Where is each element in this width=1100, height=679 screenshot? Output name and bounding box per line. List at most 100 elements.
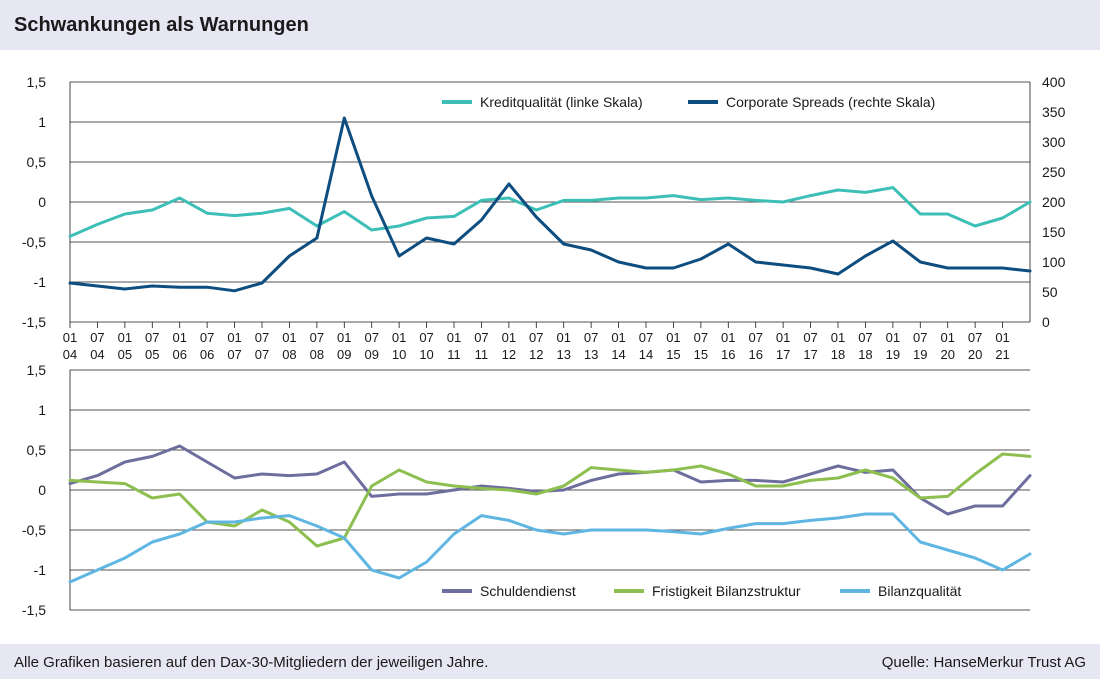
- x-tick-label-month: 01: [227, 330, 241, 345]
- x-tick-label-year: 20: [940, 347, 954, 362]
- x-tick-label-year: 05: [145, 347, 159, 362]
- y-tick-label: -0,5: [22, 522, 46, 538]
- x-tick-label-year: 10: [392, 347, 406, 362]
- series-line-1: [68, 444, 1032, 516]
- x-tick-label-year: 04: [63, 347, 77, 362]
- x-tick-label-month: 07: [694, 330, 708, 345]
- y-tick-label-right: 0: [1042, 314, 1050, 330]
- y-tick-label-right: 300: [1042, 134, 1066, 150]
- x-tick-label-year: 16: [748, 347, 762, 362]
- footer-bar: Alle Grafiken basieren auf den Dax-30-Mi…: [0, 644, 1100, 679]
- bottom-chart: -1,5 -1 -0,5 0 0,5 1 1,5 Schuldendienst Fristigk…: [22, 362, 1032, 618]
- x-tick-label-year: 15: [666, 347, 680, 362]
- x-tick-label-year: 14: [611, 347, 625, 362]
- y-tick-label: 0,5: [27, 154, 47, 170]
- x-tick-label-year: 08: [282, 347, 296, 362]
- x-tick-label-month: 01: [556, 330, 570, 345]
- x-tick-label-year: 08: [310, 347, 324, 362]
- x-tick-label-month: 07: [419, 330, 433, 345]
- series-line-2: [68, 452, 1032, 548]
- x-tick-label-month: 01: [118, 330, 132, 345]
- series-line-1: [68, 186, 1032, 238]
- x-tick-label-month: 01: [63, 330, 77, 345]
- x-tick-label-year: 09: [364, 347, 378, 362]
- x-tick-label-year: 14: [639, 347, 653, 362]
- legend-label: Schuldendienst: [480, 583, 576, 599]
- x-tick-label-year: 05: [118, 347, 132, 362]
- x-tick-label-month: 01: [447, 330, 461, 345]
- x-tick-label-month: 07: [255, 330, 269, 345]
- y-tick-label: 1,5: [27, 362, 47, 378]
- x-tick-label-month: 01: [995, 330, 1009, 345]
- x-tick-label-month: 01: [886, 330, 900, 345]
- y-tick-label: -1: [34, 562, 47, 578]
- legend-label: Bilanzqualität: [878, 583, 961, 599]
- x-tick-label-year: 19: [913, 347, 927, 362]
- x-tick-label-year: 06: [200, 347, 214, 362]
- x-tick-label-year: 18: [831, 347, 845, 362]
- y-tick-label-right: 200: [1042, 194, 1066, 210]
- x-tick-label-month: 07: [90, 330, 104, 345]
- x-tick-label-year: 12: [502, 347, 516, 362]
- x-tick-label-month: 01: [337, 330, 351, 345]
- y-tick-label-right: 250: [1042, 164, 1066, 180]
- x-tick-label-year: 12: [529, 347, 543, 362]
- y-tick-label-right: 150: [1042, 224, 1066, 240]
- x-tick-label-year: 11: [447, 347, 461, 362]
- x-tick-label-month: 07: [474, 330, 488, 345]
- x-tick-label-year: 21: [995, 347, 1009, 362]
- x-tick-label-month: 07: [803, 330, 817, 345]
- y-tick-label-right: 400: [1042, 74, 1066, 90]
- x-tick-label-month: 01: [172, 330, 186, 345]
- y-tick-label: -1: [34, 274, 47, 290]
- x-tick-label-month: 07: [858, 330, 872, 345]
- x-tick-label-year: 13: [584, 347, 598, 362]
- x-tick-label-month: 07: [639, 330, 653, 345]
- x-tick-label-year: 04: [90, 347, 104, 362]
- x-tick-label-year: 11: [475, 347, 489, 362]
- x-tick-label-year: 17: [776, 347, 790, 362]
- x-tick-label-month: 07: [748, 330, 762, 345]
- y-tick-label: 0,5: [27, 442, 47, 458]
- x-tick-label-year: 13: [556, 347, 570, 362]
- top-chart: -1,5-1-0,500,511,50501001502002503003504…: [22, 74, 1066, 362]
- x-tick-label-month: 01: [282, 330, 296, 345]
- legend-label: Corporate Spreads (rechte Skala): [726, 94, 935, 110]
- x-tick-label-month: 07: [200, 330, 214, 345]
- x-tick-label-month: 01: [666, 330, 680, 345]
- x-tick-label-year: 09: [337, 347, 351, 362]
- x-tick-label-month: 01: [721, 330, 735, 345]
- x-tick-label-month: 07: [364, 330, 378, 345]
- x-tick-label-year: 18: [858, 347, 872, 362]
- y-tick-label: 0: [38, 482, 46, 498]
- chart-title: Schwankungen als Warnungen: [14, 14, 309, 36]
- y-tick-label: 1,5: [27, 74, 47, 90]
- y-tick-label: 1: [38, 114, 46, 130]
- x-tick-label-year: 20: [968, 347, 982, 362]
- y-tick-label: -1,5: [22, 602, 46, 618]
- footer-note: Alle Grafiken basieren auf den Dax-30-Mi…: [14, 654, 489, 671]
- x-tick-label-month: 07: [310, 330, 324, 345]
- legend-label: Kreditqualität (linke Skala): [480, 94, 643, 110]
- series-line-3: [68, 512, 1032, 584]
- x-tick-label-year: 17: [803, 347, 817, 362]
- title-bar: Schwankungen als Warnungen: [0, 0, 1100, 50]
- series-line-2: [68, 116, 1032, 293]
- x-tick-label-month: 01: [611, 330, 625, 345]
- x-tick-label-month: 01: [392, 330, 406, 345]
- x-tick-label-month: 07: [968, 330, 982, 345]
- x-tick-label-month: 07: [913, 330, 927, 345]
- y-tick-label-right: 350: [1042, 104, 1066, 120]
- x-tick-label-year: 10: [419, 347, 433, 362]
- y-tick-label: 1: [38, 402, 46, 418]
- x-tick-label-month: 01: [502, 330, 516, 345]
- x-tick-label-month: 07: [584, 330, 598, 345]
- footer-source: Quelle: HanseMerkur Trust AG: [881, 654, 1086, 671]
- y-tick-label: -1,5: [22, 314, 46, 330]
- x-tick-label-year: 15: [694, 347, 708, 362]
- x-tick-label-year: 07: [255, 347, 269, 362]
- y-tick-label-right: 50: [1042, 284, 1058, 300]
- x-tick-label-year: 06: [172, 347, 186, 362]
- x-tick-label-year: 07: [227, 347, 241, 362]
